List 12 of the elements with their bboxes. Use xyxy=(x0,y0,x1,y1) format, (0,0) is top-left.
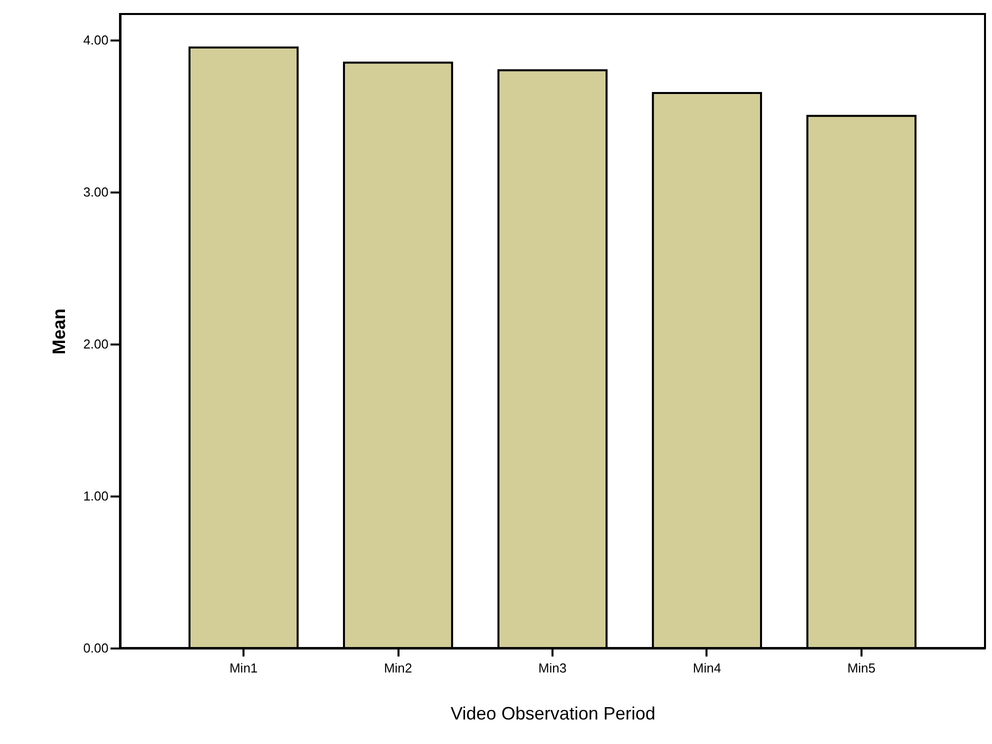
y-tick-label: 3.00 xyxy=(83,184,108,200)
x-tick-label: Min3 xyxy=(538,660,567,676)
x-axis-title: Video Observation Period xyxy=(450,704,656,724)
y-tick-label: 2.00 xyxy=(83,336,108,352)
x-tick-label: Min5 xyxy=(847,660,876,676)
y-tick-label: 0.00 xyxy=(83,640,108,656)
x-tick-label: Min4 xyxy=(692,660,722,676)
x-tick-label: Min2 xyxy=(384,660,412,676)
y-tick-label: 1.00 xyxy=(83,488,108,504)
y-tick-label: 4.00 xyxy=(83,32,108,48)
y-axis-title: Mean xyxy=(49,308,70,355)
x-tick-label: Min1 xyxy=(229,660,258,676)
